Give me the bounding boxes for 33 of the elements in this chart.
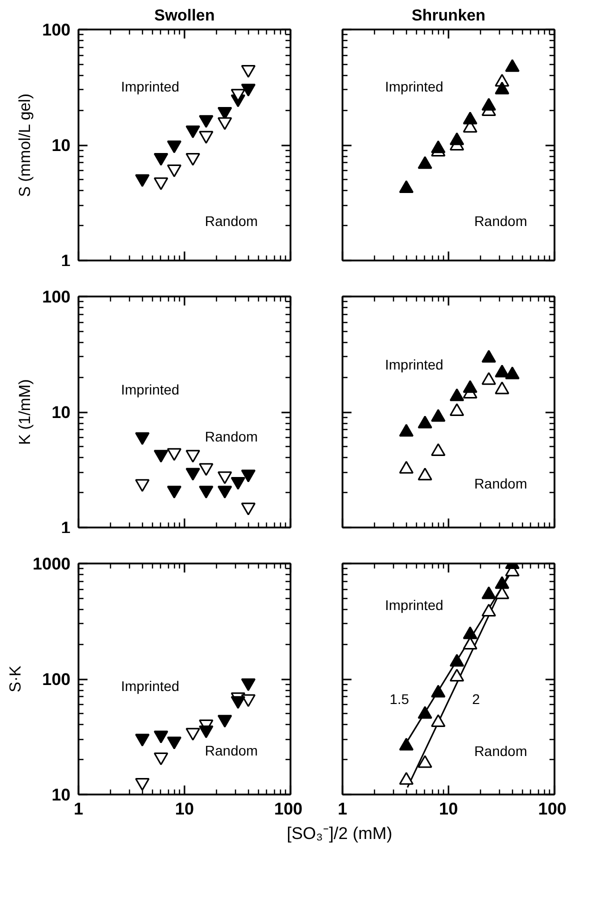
x-tick-label: 10 [175,800,194,818]
annotation: 1.5 [390,691,410,708]
x-tick-label: 100 [274,800,303,818]
y-axis-title: S·K [8,665,25,692]
y-axis-title: S (mmol/L gel) [17,94,34,198]
annotation: Imprinted [384,78,444,95]
y-tick-label: 100 [42,288,71,306]
annotation: 2 [472,691,480,708]
annotation: Random [204,213,258,229]
y-axis-title: K (1/mM) [17,379,34,445]
chart-title: Shrunken [412,8,486,24]
x-tick-label: 10 [439,800,458,818]
chart-title: Swollen [154,8,215,24]
x-axis-title: [SO₃⁻]/2 (mM) [286,823,392,845]
x-tick-label: 1 [74,800,84,818]
annotation: Imprinted [120,78,180,95]
annotation: Random [474,476,528,492]
annotation: Random [474,213,528,229]
y-tick-label: 10 [52,786,71,804]
annotation: Imprinted [120,678,180,694]
y-tick-label: 1000 [32,554,71,574]
x-tick-label: 100 [538,800,567,818]
annotation: Imprinted [384,356,444,372]
annotation: Imprinted [384,597,444,614]
annotation: Random [204,742,258,759]
annotation: Random [204,428,258,445]
y-tick-label: 100 [42,20,71,40]
x-tick-label: 1 [338,800,348,818]
y-tick-label: 100 [42,670,71,689]
y-tick-label: 10 [52,403,71,422]
annotation: Imprinted [120,381,180,398]
y-tick-label: 10 [52,136,71,155]
annotation: Random [474,743,528,760]
